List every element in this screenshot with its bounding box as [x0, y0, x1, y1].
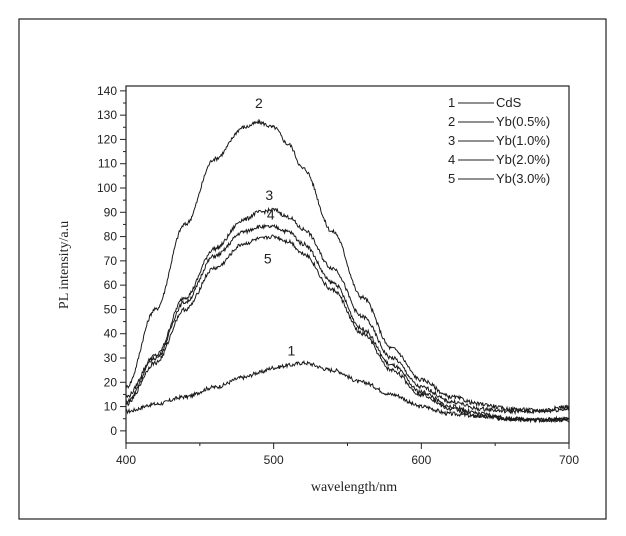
y-tick-label: 50 — [104, 302, 118, 316]
y-tick-label: 20 — [104, 375, 118, 389]
x-tick-label: 400 — [116, 453, 136, 467]
x-tick-label: 500 — [264, 453, 284, 467]
series-line-4 — [125, 223, 570, 424]
legend-number: 3 — [448, 133, 455, 148]
y-tick-label: 140 — [97, 84, 117, 98]
y-tick-label: 70 — [104, 254, 118, 268]
curve-label-3: 3 — [265, 187, 273, 203]
legend-label: Yb(1.0%) — [496, 133, 550, 148]
curve-label-5: 5 — [264, 250, 272, 266]
curve-label-2: 2 — [255, 95, 263, 111]
y-tick-label: 110 — [98, 157, 117, 171]
y-tick-label: 10 — [104, 400, 118, 414]
x-tick-label: 600 — [411, 453, 431, 467]
y-tick-label: 90 — [104, 205, 118, 219]
legend-label: Yb(3.0%) — [496, 171, 550, 186]
y-tick-label: 60 — [104, 278, 118, 292]
y-axis-title: PL intensity/a.u — [57, 221, 72, 309]
y-tick-label: 0 — [110, 424, 117, 438]
x-axis-title: wavelength/nm — [311, 480, 397, 495]
y-tick-label: 80 — [104, 230, 118, 244]
curve-label-4: 4 — [267, 207, 275, 223]
y-tick-label: 100 — [97, 181, 117, 195]
legend-number: 2 — [448, 114, 455, 129]
legend: 1 CdS 2 Yb(0.5%) 3 Yb(1.0%) 4 Yb(2.0%) 5 Yb(3.0%) — [448, 95, 550, 186]
figure-frame — [18, 18, 607, 520]
legend-label: Yb(0.5%) — [496, 114, 550, 129]
x-tick-label: 700 — [559, 453, 579, 467]
series-line-1 — [125, 359, 569, 424]
y-tick-label: 130 — [97, 108, 117, 122]
series-line-2 — [125, 118, 570, 413]
legend-label: Yb(2.0%) — [496, 152, 550, 167]
series-curve-labels: 1 2 3 4 5 — [255, 95, 295, 359]
legend-label: CdS — [496, 95, 522, 110]
x-axis: 400 500 600 700 — [116, 443, 579, 467]
legend-number: 1 — [448, 95, 455, 110]
series-lines — [125, 118, 570, 424]
curve-label-1: 1 — [287, 343, 295, 359]
y-tick-label: 30 — [104, 351, 118, 365]
legend-number: 4 — [448, 152, 455, 167]
y-tick-label: 120 — [97, 132, 117, 146]
y-tick-label: 40 — [104, 327, 118, 341]
series-line-5 — [125, 234, 570, 424]
series-line-3 — [125, 206, 570, 416]
legend-number: 5 — [448, 171, 455, 186]
y-axis: 0 10 20 30 40 50 60 70 80 90 100 110 120 130 140 — [97, 84, 126, 438]
